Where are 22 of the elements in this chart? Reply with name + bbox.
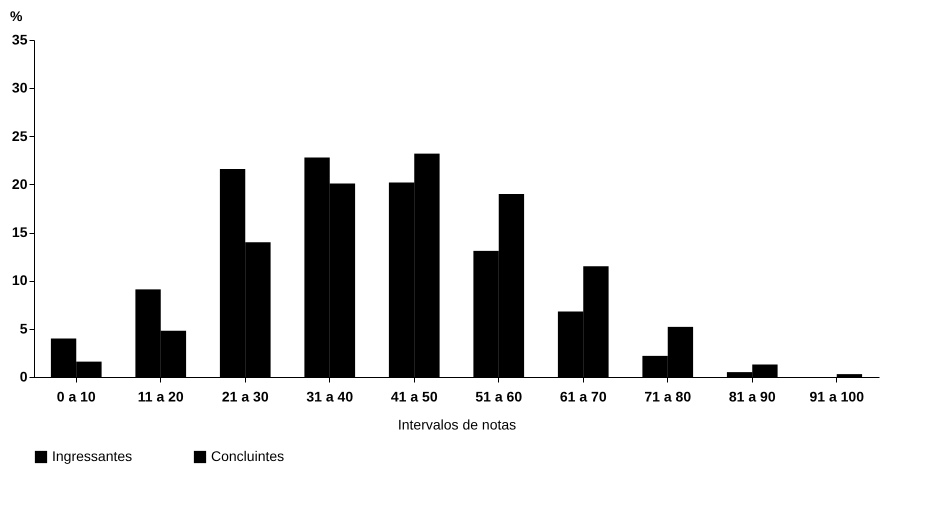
x-tick-label: 0 a 10 xyxy=(56,388,96,404)
y-tick-label: 30 xyxy=(12,80,28,96)
y-tick-label: 15 xyxy=(12,224,28,240)
y-tick-label: 35 xyxy=(12,32,28,48)
x-tick-label: 21 a 30 xyxy=(222,388,269,404)
y-tick-label: 25 xyxy=(12,128,28,144)
x-tick-label: 71 a 80 xyxy=(644,388,692,404)
legend-label: Ingressantes xyxy=(52,448,132,464)
x-tick-label: 81 a 90 xyxy=(728,388,776,404)
y-tick-label: 5 xyxy=(20,320,28,336)
x-tick-label: 11 a 20 xyxy=(138,388,184,404)
x-tick-label: 31 a 40 xyxy=(306,388,354,404)
y-tick-label: 10 xyxy=(12,272,28,288)
x-tick-label: 61 a 70 xyxy=(560,388,607,404)
y-tick-label: 0 xyxy=(20,368,28,384)
x-tick-label: 91 a 100 xyxy=(810,388,864,404)
x-axis-title: Intervalos de notas xyxy=(398,416,516,432)
legend-label: Concluintes xyxy=(211,448,284,464)
x-tick-label: 51 a 60 xyxy=(475,388,522,404)
y-tick-label: 20 xyxy=(12,176,28,192)
x-tick-label: 41 a 50 xyxy=(390,388,438,404)
y-axis-title: % xyxy=(10,8,23,24)
